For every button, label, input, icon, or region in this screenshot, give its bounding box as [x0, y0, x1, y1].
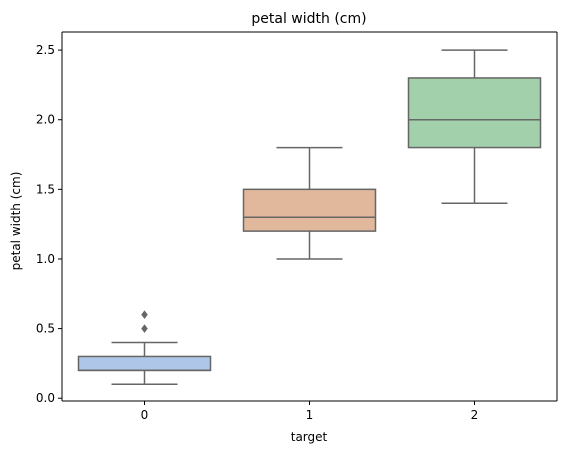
x-axis-label: target: [291, 430, 328, 444]
x-tick-label: 1: [306, 408, 314, 422]
outlier-point: [141, 310, 148, 320]
x-tick-label: 2: [471, 408, 479, 422]
x-tick-label: 0: [141, 408, 149, 422]
chart-title: petal width (cm): [251, 11, 366, 27]
y-tick-label: 2.5: [36, 43, 55, 57]
y-tick-label: 1.5: [36, 182, 55, 196]
y-tick-label: 0.5: [36, 322, 55, 336]
outlier-point: [141, 324, 148, 334]
box-category-1: [242, 188, 377, 232]
box-category-2: [407, 77, 542, 149]
y-tick-label: 0.0: [36, 391, 55, 405]
plot-area: 0.0 0.5 1.0 1.5 2.0 2.5 0 1 2: [36, 31, 558, 422]
box-category-0: [77, 355, 212, 372]
y-axis-label: petal width (cm): [9, 172, 23, 271]
y-tick-label: 1.0: [36, 252, 55, 266]
y-tick-label: 2.0: [36, 113, 55, 127]
